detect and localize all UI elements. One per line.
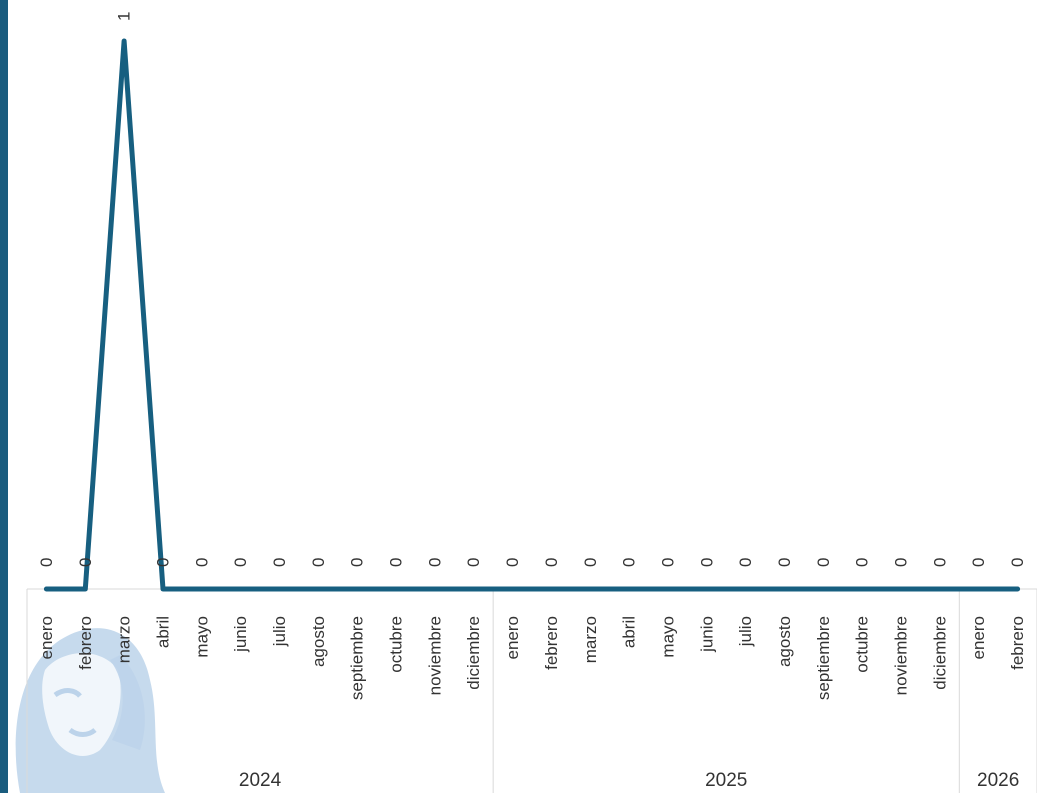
x-tick-label: octubre [387, 616, 406, 673]
data-label: 0 [814, 558, 833, 567]
data-label: 0 [775, 558, 794, 567]
x-tick-label: junio [697, 616, 716, 653]
x-tick-label: diciembre [930, 616, 949, 690]
data-label: 0 [1008, 558, 1027, 567]
data-label: 0 [697, 558, 716, 567]
series-line [43, 38, 1021, 592]
x-tick-label: septiembre [814, 616, 833, 700]
data-label: 0 [348, 558, 367, 567]
x-tick-label: noviembre [425, 616, 444, 695]
year-group-label: 2024 [239, 770, 282, 791]
data-label: 0 [542, 558, 561, 567]
data-label: 1 [115, 12, 134, 21]
data-label: 0 [387, 558, 406, 567]
x-tick-label: julio [736, 616, 755, 647]
data-label: 0 [153, 558, 172, 567]
portrait-watermark-icon [15, 628, 166, 793]
x-tick-label: julio [270, 616, 289, 647]
data-label: 0 [192, 558, 211, 567]
x-tick-label: agosto [775, 616, 794, 667]
x-tick-label: abril [153, 616, 172, 648]
data-label: 0 [464, 558, 483, 567]
data-label: 0 [658, 558, 677, 567]
accent-bar [0, 0, 8, 793]
x-tick-label: noviembre [892, 616, 911, 695]
x-tick-label: septiembre [348, 616, 367, 700]
data-label: 0 [37, 558, 56, 567]
data-label: 0 [930, 558, 949, 567]
x-tick-label: enero [37, 616, 56, 659]
data-label: 0 [969, 558, 988, 567]
data-label: 0 [309, 558, 328, 567]
data-label: 0 [736, 558, 755, 567]
x-tick-label: mayo [192, 616, 211, 658]
year-group-label: 2025 [705, 770, 747, 791]
series-line-layer [43, 38, 1021, 592]
x-tick-labels: enero febrero marzo abril mayo junio julio agos… [37, 616, 1027, 700]
x-tick-label: enero [969, 616, 988, 659]
data-label: 0 [76, 558, 95, 567]
data-label: 0 [231, 558, 250, 567]
x-tick-label: marzo [581, 616, 600, 663]
data-label: 0 [892, 558, 911, 567]
data-label: 0 [620, 558, 639, 567]
x-axis [26, 588, 1037, 793]
x-tick-label: abril [620, 616, 639, 648]
x-tick-label: febrero [1008, 616, 1027, 670]
x-tick-label: enero [503, 616, 522, 659]
data-label: 0 [425, 558, 444, 567]
data-label: 0 [853, 558, 872, 567]
x-tick-label: febrero [542, 616, 561, 670]
x-tick-label: mayo [658, 616, 677, 658]
x-tick-label: diciembre [464, 616, 483, 690]
x-tick-label: octubre [853, 616, 872, 673]
x-tick-label: agosto [309, 616, 328, 667]
data-label: 0 [581, 558, 600, 567]
data-label: 0 [270, 558, 289, 567]
year-group-labels: 2024 2025 2026 [239, 770, 1019, 791]
x-tick-label: junio [231, 616, 250, 653]
x-tick-label: marzo [115, 616, 134, 663]
year-group-label: 2026 [977, 770, 1019, 791]
data-labels: 0 0 1 0 0 0 0 0 0 0 0 0 0 0 0 0 0 0 0 0 0 0 0 0 0 0 [37, 12, 1027, 567]
x-tick-label: febrero [76, 616, 95, 670]
data-label: 0 [503, 558, 522, 567]
